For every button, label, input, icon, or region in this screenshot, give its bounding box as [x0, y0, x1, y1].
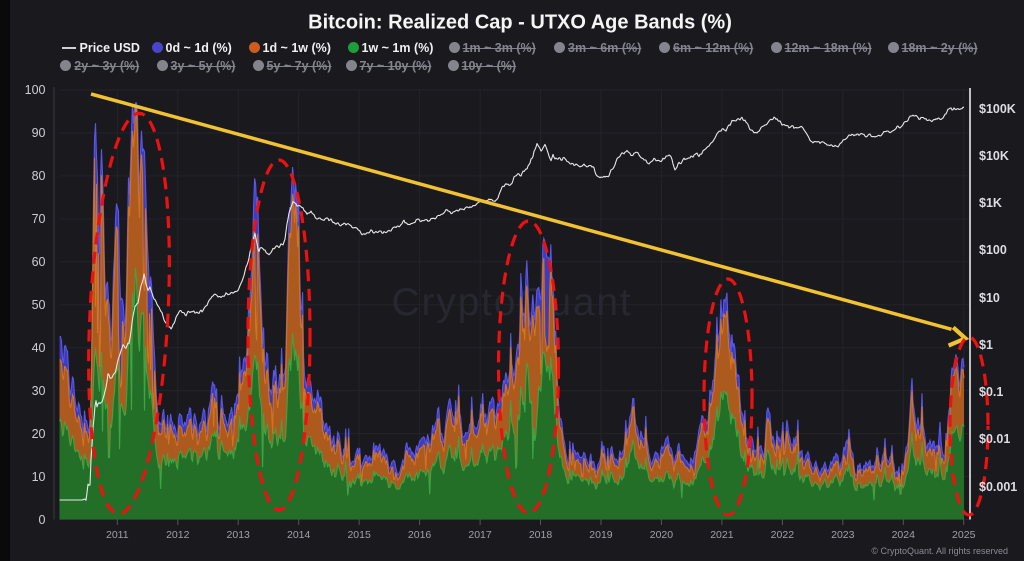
svg-text:CryptoQuant: CryptoQuant: [392, 281, 633, 324]
